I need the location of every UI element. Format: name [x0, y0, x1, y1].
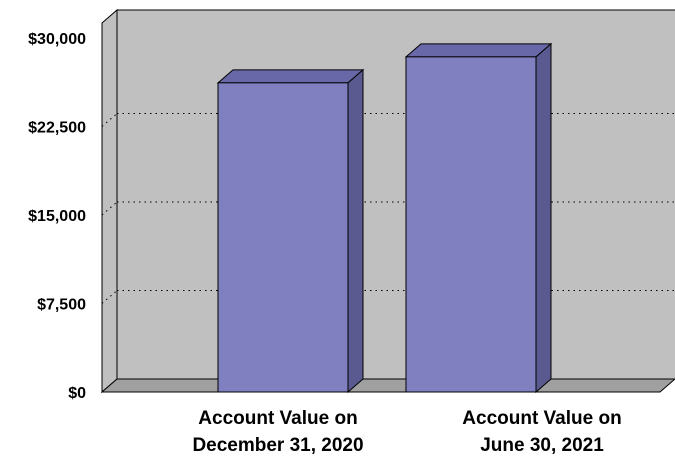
x-category-label: Account Value on: [198, 408, 357, 429]
y-tick-label: $7,500: [37, 297, 86, 314]
gridline-diagonal: [101, 290, 118, 304]
chart-walls: [100, 8, 675, 394]
bar-top-face: [216, 69, 365, 84]
bar-front-face: [405, 56, 537, 393]
chart-gridlines: [101, 113, 675, 304]
gridline-diagonal: [101, 113, 118, 127]
x-category-label: Account Value on: [462, 408, 621, 429]
side-wall: [101, 8, 118, 394]
bar-front-face: [217, 82, 349, 393]
x-category-label: December 31, 2020: [192, 435, 363, 456]
gridline-diagonal: [101, 201, 118, 216]
bar: [404, 42, 553, 394]
x-category-label: June 30, 2021: [480, 435, 604, 456]
y-tick-label: $22,500: [28, 120, 86, 137]
bar: [216, 68, 365, 394]
y-axis-ticks: $0 $7,500 $15,000 $22,500 $30,000: [28, 31, 86, 402]
y-tick-label: $30,000: [28, 31, 86, 48]
y-tick-label: $0: [68, 385, 86, 402]
y-tick-label: $15,000: [28, 208, 86, 225]
x-axis-labels: Account Value on December 31, 2020 Account…: [192, 408, 621, 456]
bar-side-face: [535, 42, 552, 394]
bar-side-face: [347, 68, 364, 394]
chart-bars: [216, 42, 553, 394]
floor: [100, 378, 675, 393]
bar-top-face: [404, 43, 553, 58]
back-wall: [116, 9, 675, 380]
